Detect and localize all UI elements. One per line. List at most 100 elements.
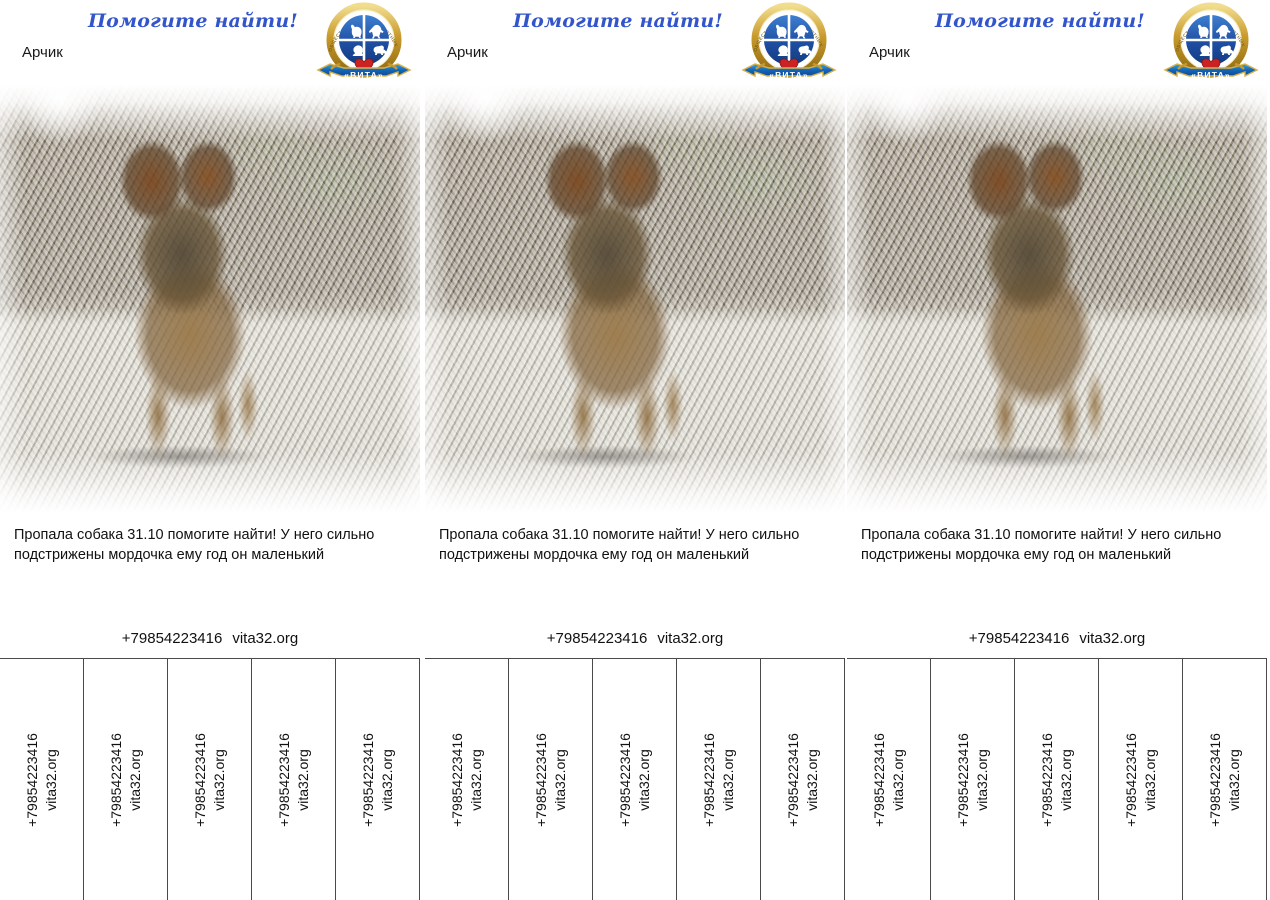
tab-website: vita32.org: [1141, 748, 1158, 811]
svg-text:«ВИТА»: «ВИТА»: [1191, 70, 1231, 80]
tab-phone: +79854223416: [954, 732, 971, 827]
pet-name-label: Арчик: [869, 44, 910, 61]
tab-phone: +79854223416: [107, 732, 124, 827]
tab-website: vita32.org: [378, 748, 395, 811]
tear-off-tab[interactable]: +79854223416 vita32.org: [425, 659, 509, 900]
tab-phone: +79854223416: [191, 732, 208, 827]
vita-emblem-logo: ОБЩЕСТВО ЗАЩИТЫ ЖИВОТНЫХ «ВИТА»: [310, 2, 418, 92]
tab-website: vita32.org: [803, 748, 820, 811]
poster-panel-2: Помогите найти! Арчик: [425, 0, 845, 900]
page-title: Помогите найти!: [513, 10, 723, 32]
tear-off-tab[interactable]: +79854223416 vita32.org: [593, 659, 677, 900]
tab-contact: +79854223416 vita32.org: [359, 733, 397, 827]
vita-emblem-logo: ОБЩЕСТВО ЗАЩИТЫ ЖИВОТНЫХ «ВИТА»: [1157, 2, 1265, 92]
tab-website: vita32.org: [1225, 748, 1242, 811]
tab-website: vita32.org: [551, 748, 568, 811]
tab-phone: +79854223416: [448, 732, 465, 827]
tab-website: vita32.org: [1057, 748, 1074, 811]
poster-description: Пропала собака 31.10 помогите найти! У н…: [14, 527, 375, 563]
tab-phone: +79854223416: [23, 732, 40, 827]
tab-website: vita32.org: [294, 748, 311, 811]
contact-website: vita32.org: [657, 630, 724, 647]
emblem-animal-icons: [776, 24, 813, 57]
tear-off-tab-strip: +79854223416 vita32.org +79854223416 vita3…: [425, 658, 845, 900]
tab-website: vita32.org: [42, 748, 59, 811]
tab-phone: +79854223416: [870, 732, 887, 827]
poster-description: Пропала собака 31.10 помогите найти! У н…: [861, 527, 1222, 563]
contact-line: +79854223416 vita32.org: [0, 630, 420, 647]
tear-off-tab-strip: +79854223416 vita32.org +79854223416 vita3…: [0, 658, 420, 900]
tab-website: vita32.org: [210, 748, 227, 811]
vita-emblem-svg: ОБЩЕСТВО ЗАЩИТЫ ЖИВОТНЫХ «ВИТА»: [316, 2, 412, 80]
contact-phone: +79854223416: [121, 630, 223, 647]
contact-website: vita32.org: [1079, 630, 1146, 647]
contact-line: +79854223416 vita32.org: [425, 630, 845, 647]
tab-contact: +79854223416 vita32.org: [954, 733, 992, 827]
tab-phone: +79854223416: [532, 732, 549, 827]
tab-website: vita32.org: [635, 748, 652, 811]
tear-off-tab[interactable]: +79854223416 vita32.org: [1015, 659, 1099, 900]
pet-photo-image: [425, 85, 845, 513]
tab-website: vita32.org: [126, 748, 143, 811]
pet-photo-image: [847, 85, 1267, 513]
tab-phone: +79854223416: [275, 732, 292, 827]
tab-contact: +79854223416 vita32.org: [870, 733, 908, 827]
contact-line: +79854223416 vita32.org: [847, 630, 1267, 647]
tear-off-tab[interactable]: +79854223416 vita32.org: [168, 659, 252, 900]
poster-panel-1: Помогите найти! Арчик: [0, 0, 420, 900]
tab-contact: +79854223416 vita32.org: [1122, 733, 1160, 827]
tab-website: vita32.org: [889, 748, 906, 811]
tab-contact: +79854223416 vita32.org: [784, 733, 822, 827]
contact-phone: +79854223416: [968, 630, 1070, 647]
tear-off-tab[interactable]: +79854223416 vita32.org: [761, 659, 845, 900]
svg-text:«ВИТА»: «ВИТА»: [769, 70, 809, 80]
page-title: Помогите найти!: [88, 10, 298, 32]
pet-name-label: Арчик: [447, 44, 488, 61]
tab-phone: +79854223416: [359, 732, 376, 827]
tab-contact: +79854223416 vita32.org: [107, 733, 145, 827]
tab-website: vita32.org: [467, 748, 484, 811]
tear-off-tab[interactable]: +79854223416 vita32.org: [931, 659, 1015, 900]
tab-contact: +79854223416 vita32.org: [191, 733, 229, 827]
vita-emblem-svg: ОБЩЕСТВО ЗАЩИТЫ ЖИВОТНЫХ «ВИТА»: [741, 2, 837, 80]
tab-contact: +79854223416 vita32.org: [700, 733, 738, 827]
tab-contact: +79854223416 vita32.org: [616, 733, 654, 827]
pet-photo: [847, 85, 1267, 513]
tab-phone: +79854223416: [616, 732, 633, 827]
tab-phone: +79854223416: [1206, 732, 1223, 827]
tab-contact: +79854223416 vita32.org: [1038, 733, 1076, 827]
tab-contact: +79854223416 vita32.org: [532, 733, 570, 827]
pet-photo: [0, 85, 420, 513]
contact-website: vita32.org: [232, 630, 299, 647]
tab-phone: +79854223416: [1122, 732, 1139, 827]
tab-contact: +79854223416 vita32.org: [448, 733, 486, 827]
tab-contact: +79854223416 vita32.org: [275, 733, 313, 827]
poster-header: Помогите найти! Арчик: [847, 0, 1267, 85]
tear-off-tab[interactable]: +79854223416 vita32.org: [0, 659, 84, 900]
tab-phone: +79854223416: [700, 732, 717, 827]
poster-description: Пропала собака 31.10 помогите найти! У н…: [439, 527, 800, 563]
pet-photo: [425, 85, 845, 513]
poster-header: Помогите найти! Арчик: [0, 0, 420, 85]
emblem-animal-icons: [351, 24, 388, 57]
poster-header: Помогите найти! Арчик: [425, 0, 845, 85]
page-title: Помогите найти!: [935, 10, 1145, 32]
tab-phone: +79854223416: [1038, 732, 1055, 827]
pet-photo-image: [0, 85, 420, 513]
tear-off-tab[interactable]: +79854223416 vita32.org: [677, 659, 761, 900]
vita-emblem-svg: ОБЩЕСТВО ЗАЩИТЫ ЖИВОТНЫХ «ВИТА»: [1163, 2, 1259, 80]
tear-off-tab[interactable]: +79854223416 vita32.org: [847, 659, 931, 900]
tear-off-tab[interactable]: +79854223416 vita32.org: [252, 659, 336, 900]
tear-off-tab[interactable]: +79854223416 vita32.org: [1183, 659, 1267, 900]
tab-website: vita32.org: [973, 748, 990, 811]
emblem-animal-icons: [1198, 24, 1235, 57]
tear-off-tab-strip: +79854223416 vita32.org +79854223416 vita3…: [847, 658, 1267, 900]
tab-contact: +79854223416 vita32.org: [23, 733, 61, 827]
tear-off-tab[interactable]: +79854223416 vita32.org: [1099, 659, 1183, 900]
tear-off-tab[interactable]: +79854223416 vita32.org: [84, 659, 168, 900]
tab-website: vita32.org: [719, 748, 736, 811]
pet-name-label: Арчик: [22, 44, 63, 61]
tear-off-tab[interactable]: +79854223416 vita32.org: [509, 659, 593, 900]
tear-off-tab[interactable]: +79854223416 vita32.org: [336, 659, 420, 900]
